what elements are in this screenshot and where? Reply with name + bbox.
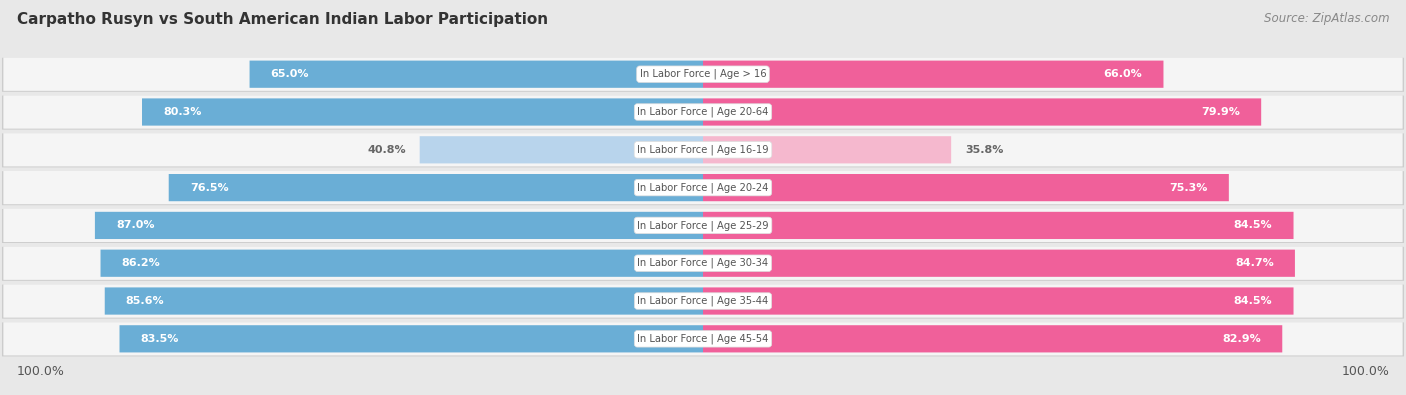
Text: 87.0%: 87.0%: [115, 220, 155, 230]
Text: 84.7%: 84.7%: [1234, 258, 1274, 268]
Text: 79.9%: 79.9%: [1201, 107, 1240, 117]
FancyBboxPatch shape: [3, 171, 1403, 204]
Text: 75.3%: 75.3%: [1170, 182, 1208, 193]
FancyBboxPatch shape: [142, 98, 703, 126]
FancyBboxPatch shape: [703, 250, 1295, 277]
Text: In Labor Force | Age 25-29: In Labor Force | Age 25-29: [637, 220, 769, 231]
Text: Source: ZipAtlas.com: Source: ZipAtlas.com: [1264, 12, 1389, 25]
FancyBboxPatch shape: [1, 171, 1405, 205]
FancyBboxPatch shape: [3, 95, 1403, 129]
Text: 86.2%: 86.2%: [121, 258, 160, 268]
FancyBboxPatch shape: [1, 134, 1405, 167]
Text: 65.0%: 65.0%: [271, 69, 309, 79]
FancyBboxPatch shape: [1, 58, 1405, 92]
FancyBboxPatch shape: [703, 98, 1261, 126]
Text: 35.8%: 35.8%: [966, 145, 1004, 155]
FancyBboxPatch shape: [703, 288, 1294, 315]
FancyBboxPatch shape: [3, 133, 1403, 166]
Text: In Labor Force | Age 20-24: In Labor Force | Age 20-24: [637, 182, 769, 193]
FancyBboxPatch shape: [3, 246, 1403, 280]
Text: 100.0%: 100.0%: [17, 365, 65, 378]
Text: In Labor Force | Age 30-34: In Labor Force | Age 30-34: [637, 258, 769, 269]
FancyBboxPatch shape: [120, 325, 703, 352]
FancyBboxPatch shape: [101, 250, 703, 277]
Text: 82.9%: 82.9%: [1222, 334, 1261, 344]
FancyBboxPatch shape: [703, 212, 1294, 239]
Text: 85.6%: 85.6%: [127, 296, 165, 306]
Text: 40.8%: 40.8%: [367, 145, 406, 155]
Text: In Labor Force | Age > 16: In Labor Force | Age > 16: [640, 69, 766, 79]
Text: Carpatho Rusyn vs South American Indian Labor Participation: Carpatho Rusyn vs South American Indian …: [17, 12, 548, 27]
FancyBboxPatch shape: [3, 284, 1403, 318]
FancyBboxPatch shape: [250, 60, 703, 88]
FancyBboxPatch shape: [703, 174, 1229, 201]
Text: 100.0%: 100.0%: [1341, 365, 1389, 378]
FancyBboxPatch shape: [1, 96, 1405, 130]
Text: 84.5%: 84.5%: [1234, 220, 1272, 230]
FancyBboxPatch shape: [1, 247, 1405, 281]
FancyBboxPatch shape: [703, 325, 1282, 352]
FancyBboxPatch shape: [3, 322, 1403, 356]
FancyBboxPatch shape: [3, 209, 1403, 242]
Text: 84.5%: 84.5%: [1234, 296, 1272, 306]
FancyBboxPatch shape: [169, 174, 703, 201]
Text: 66.0%: 66.0%: [1104, 69, 1142, 79]
FancyBboxPatch shape: [3, 58, 1403, 91]
FancyBboxPatch shape: [703, 60, 1164, 88]
FancyBboxPatch shape: [420, 136, 703, 164]
Text: 76.5%: 76.5%: [190, 182, 228, 193]
FancyBboxPatch shape: [96, 212, 703, 239]
Text: In Labor Force | Age 20-64: In Labor Force | Age 20-64: [637, 107, 769, 117]
Text: In Labor Force | Age 45-54: In Labor Force | Age 45-54: [637, 334, 769, 344]
Text: 80.3%: 80.3%: [163, 107, 201, 117]
Text: In Labor Force | Age 35-44: In Labor Force | Age 35-44: [637, 296, 769, 306]
FancyBboxPatch shape: [1, 322, 1405, 356]
Text: 83.5%: 83.5%: [141, 334, 179, 344]
FancyBboxPatch shape: [703, 136, 952, 164]
FancyBboxPatch shape: [1, 284, 1405, 319]
FancyBboxPatch shape: [105, 288, 703, 315]
Text: In Labor Force | Age 16-19: In Labor Force | Age 16-19: [637, 145, 769, 155]
FancyBboxPatch shape: [1, 209, 1405, 243]
